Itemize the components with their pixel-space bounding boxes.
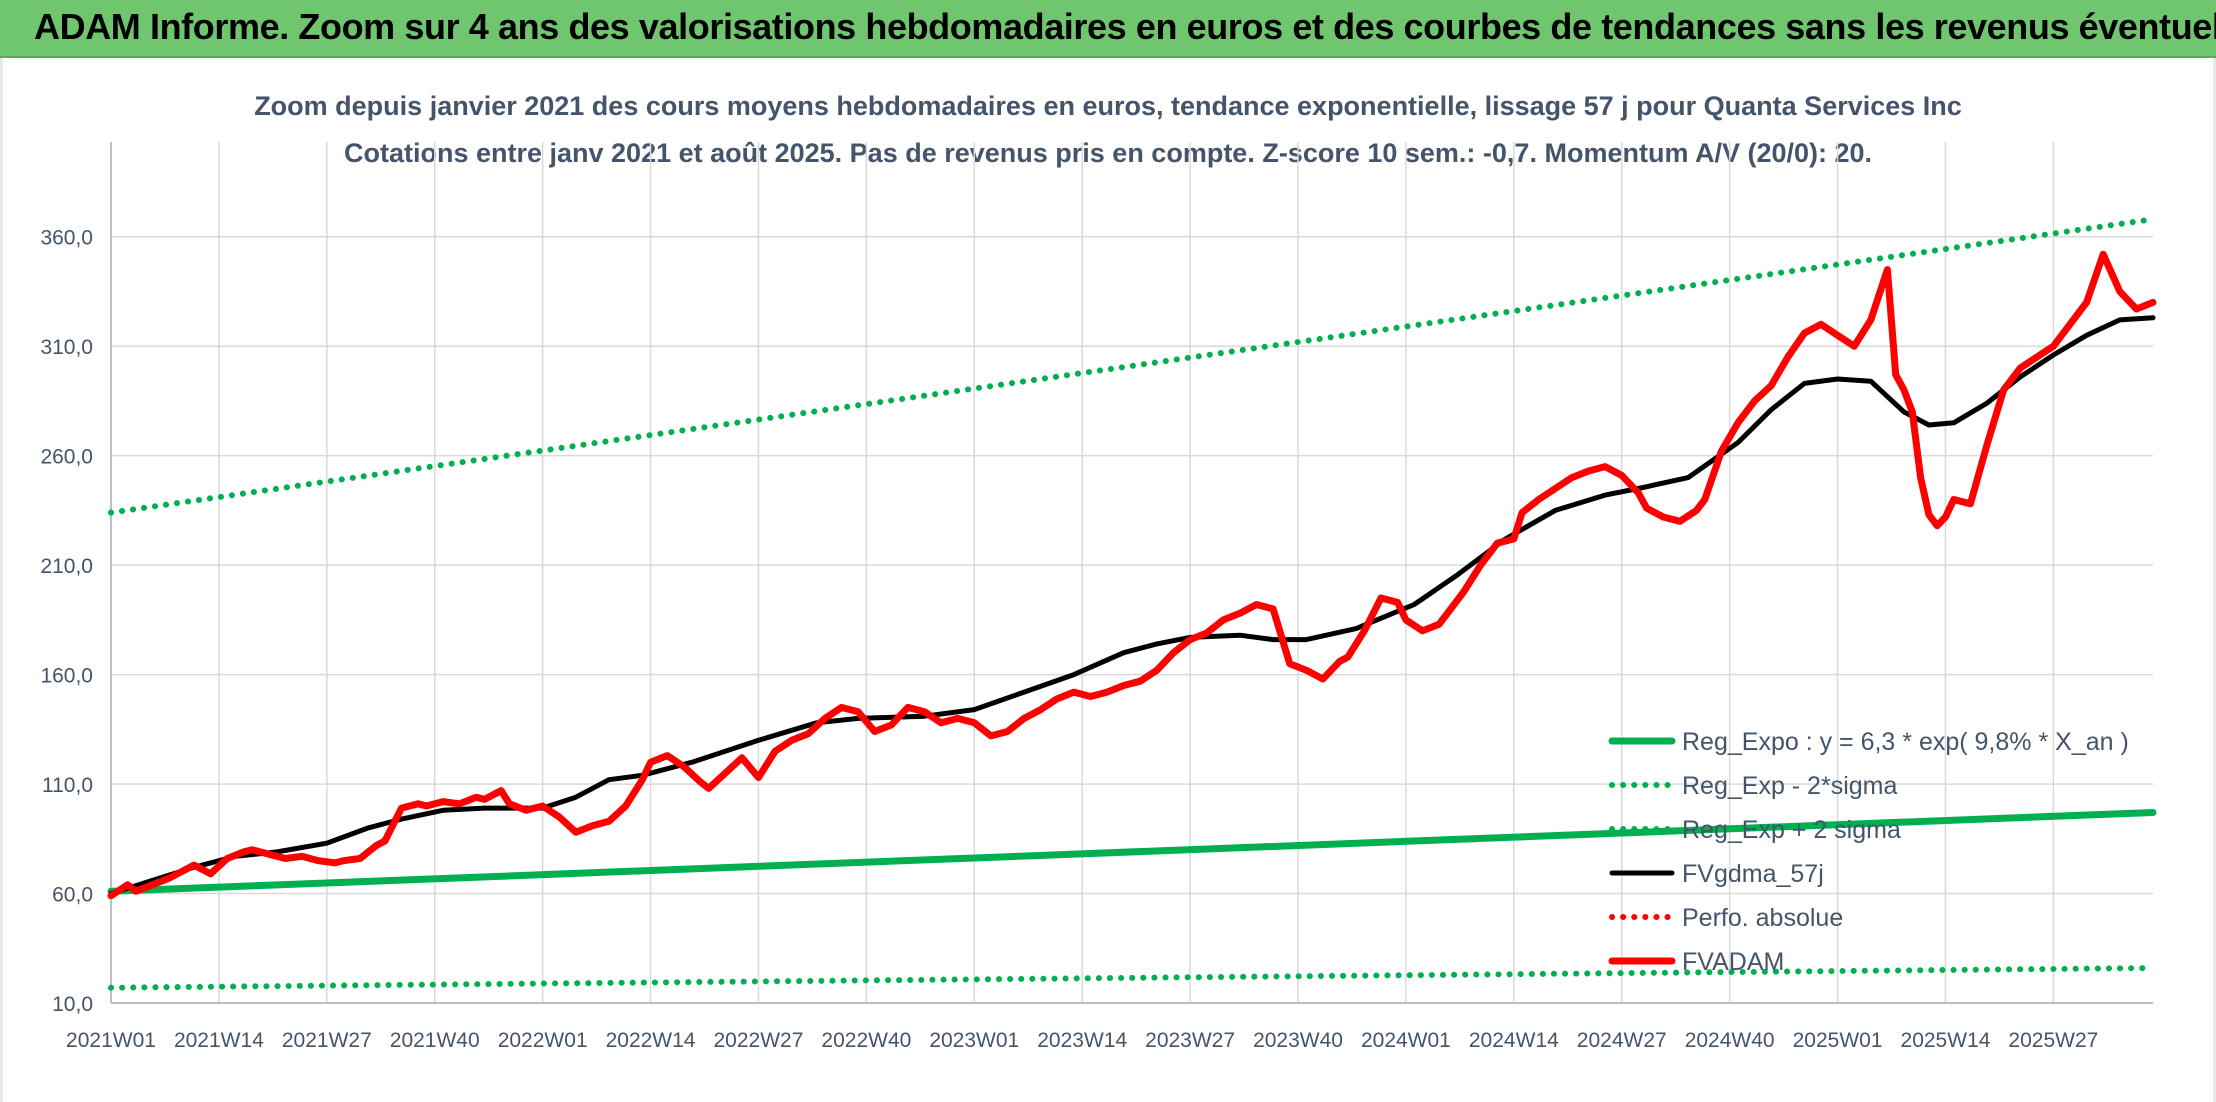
x-tick-label: 2023W14 (1037, 1029, 1127, 1052)
x-tick-label: 2024W14 (1469, 1029, 1559, 1052)
legend-label: Perfo. absolue (1682, 904, 1843, 932)
gridlines (110, 142, 2153, 1004)
x-tick-label: 2023W01 (929, 1029, 1019, 1052)
y-tick-label: 10,0 (52, 993, 93, 1016)
x-tick-label: 2021W40 (390, 1029, 480, 1052)
y-tick-label: 360,0 (40, 227, 93, 250)
y-tick-label: 260,0 (40, 446, 93, 469)
series-lines (107, 216, 2157, 991)
series-line-reg-expo-y-6-3-exp-9-8-x-an (107, 809, 2157, 895)
legend-label: Reg_Expo : y = 6,3 * exp( 9,8% * X_an ) (1682, 728, 2129, 756)
x-tick-label: 2024W27 (1577, 1029, 1667, 1052)
x-tick-label: 2023W27 (1145, 1029, 1235, 1052)
legend-label: Reg_Exp + 2 sigma (1682, 816, 1901, 844)
y-tick-label: 110,0 (42, 774, 93, 797)
chart-frame (0, 58, 2216, 1102)
x-tick-label: 2023W40 (1253, 1029, 1343, 1052)
x-tick-label: 2025W14 (1901, 1029, 1991, 1052)
report-banner: ADAM Informe. Zoom sur 4 ans des valoris… (0, 0, 2216, 58)
series-line-reg-exp-2-sigma (108, 965, 2156, 991)
x-tick-label: 2022W40 (821, 1029, 911, 1052)
chart-title-line1: Zoom depuis janvier 2021 des cours moyen… (254, 91, 1962, 121)
x-tick-label: 2024W01 (1361, 1029, 1451, 1052)
series-line-reg-exp-2-sigma (108, 216, 2156, 516)
y-tick-label: 210,0 (40, 555, 93, 578)
y-tick-label: 60,0 (52, 884, 93, 907)
x-tick-label: 2022W01 (498, 1029, 588, 1052)
legend-label: FVADAM (1682, 948, 1784, 976)
series-line-fvgdma-57j (108, 315, 2156, 896)
x-tick-label: 2025W27 (2008, 1029, 2098, 1052)
chart-title-line2: Cotations entre janv 2021 et août 2025. … (344, 138, 1872, 168)
x-tick-label: 2021W01 (66, 1029, 156, 1052)
x-tick-label: 2022W27 (714, 1029, 804, 1052)
x-tick-label: 2025W01 (1793, 1029, 1883, 1052)
series-line-fvadam (107, 250, 2157, 900)
y-tick-label: 160,0 (40, 665, 93, 688)
x-tick-label: 2021W14 (174, 1029, 264, 1052)
legend-label: FVgdma_57j (1682, 860, 1824, 888)
legend-label: Reg_Exp - 2*sigma (1682, 772, 1897, 800)
y-tick-label: 310,0 (40, 336, 93, 359)
x-tick-label: 2021W27 (282, 1029, 372, 1052)
axes: 10,0 60,0 110,0 160,0 210,0 260,0 310,0 360,0 20… (40, 142, 2153, 1052)
x-tick-label: 2022W14 (606, 1029, 696, 1052)
x-tick-label: 2024W40 (1685, 1029, 1775, 1052)
report-title: ADAM Informe. Zoom sur 4 ans des valoris… (34, 6, 2216, 47)
legend: Reg_Expo : y = 6,3 * exp( 9,8% * X_an ) R… (1608, 728, 2129, 976)
